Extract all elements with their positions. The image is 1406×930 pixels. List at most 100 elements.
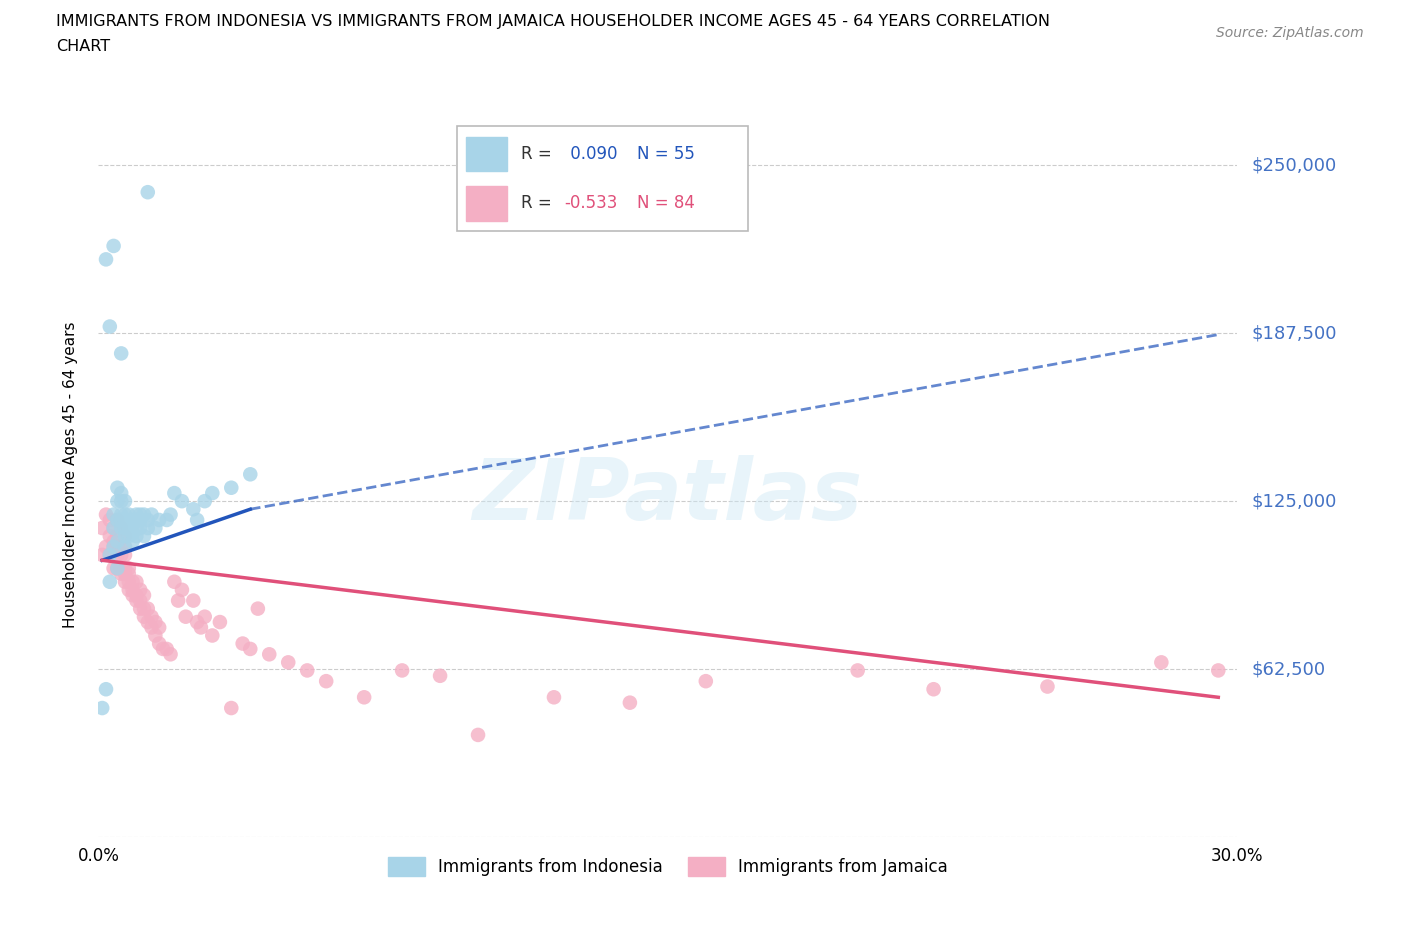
Point (148, 512, 170, 527)
Point (315, 673, 337, 688)
Point (118, 575, 141, 590)
Point (159, 647, 181, 662)
Point (201, 485, 224, 500)
Point (148, 636, 170, 651)
Point (1036, 679, 1059, 694)
Point (132, 528, 155, 543)
Point (156, 512, 179, 527)
Point (259, 647, 281, 662)
Point (132, 507, 155, 522)
Text: IMMIGRANTS FROM INDONESIA VS IMMIGRANTS FROM JAMAICA HOUSEHOLDER INCOME AGES 45 : IMMIGRANTS FROM INDONESIA VS IMMIGRANTS … (56, 14, 1050, 29)
Point (159, 507, 181, 522)
Point (125, 528, 148, 543)
Point (246, 601, 269, 616)
Point (136, 512, 159, 527)
Point (121, 534, 143, 549)
Point (136, 521, 159, 536)
Point (201, 628, 224, 643)
Point (114, 528, 136, 543)
Point (695, 673, 717, 688)
Point (141, 620, 163, 635)
Point (353, 690, 375, 705)
Point (145, 521, 167, 536)
Point (110, 521, 132, 536)
Point (156, 642, 179, 657)
Point (297, 663, 319, 678)
Point (170, 582, 193, 597)
Point (98, 548, 121, 563)
Point (467, 727, 489, 742)
Point (125, 507, 148, 522)
Text: ZIPatlas: ZIPatlas (472, 455, 863, 538)
Point (543, 690, 565, 705)
Point (110, 346, 132, 361)
Point (114, 528, 136, 543)
Point (239, 642, 262, 657)
Point (103, 507, 125, 522)
Point (94, 682, 117, 697)
Point (136, 601, 159, 616)
Point (98, 575, 121, 590)
Point (114, 575, 136, 590)
Point (846, 663, 869, 678)
Point (922, 682, 945, 697)
Point (110, 494, 132, 509)
Point (114, 507, 136, 522)
Point (107, 561, 129, 576)
Point (141, 609, 163, 624)
Point (103, 539, 125, 554)
Point (118, 528, 141, 543)
Point (194, 609, 217, 624)
Point (125, 588, 148, 603)
Point (190, 620, 212, 635)
Point (110, 566, 132, 581)
Point (118, 512, 141, 527)
Point (121, 518, 143, 533)
Point (163, 485, 186, 500)
Y-axis label: Householder Income Ages 45 - 64 years: Householder Income Ages 45 - 64 years (63, 321, 77, 628)
Point (103, 561, 125, 576)
Point (110, 507, 132, 522)
Point (118, 566, 141, 581)
Point (94, 252, 117, 267)
Point (121, 582, 143, 597)
Legend: Immigrants from Indonesia, Immigrants from Jamaica: Immigrants from Indonesia, Immigrants fr… (381, 851, 955, 884)
Point (163, 575, 186, 590)
Point (121, 588, 143, 603)
Point (208, 615, 231, 630)
Point (118, 521, 141, 536)
Point (132, 588, 155, 603)
Point (114, 566, 136, 581)
Point (107, 512, 129, 527)
Point (114, 539, 136, 554)
Point (132, 601, 155, 616)
Point (194, 494, 217, 509)
Point (91, 700, 114, 715)
Point (152, 642, 174, 657)
Point (107, 561, 129, 576)
Point (132, 609, 155, 624)
Point (118, 582, 141, 597)
Text: $250,000: $250,000 (1251, 156, 1337, 174)
Point (221, 700, 243, 715)
Point (94, 539, 117, 554)
Point (114, 539, 136, 554)
Point (103, 539, 125, 554)
Point (174, 609, 197, 624)
Point (619, 696, 641, 711)
Point (1150, 655, 1173, 670)
Point (94, 507, 117, 522)
Point (103, 238, 125, 253)
Point (91, 548, 114, 563)
Point (129, 582, 152, 597)
Point (136, 615, 159, 630)
Point (167, 593, 190, 608)
Point (107, 548, 129, 563)
Point (121, 512, 143, 527)
Point (277, 655, 299, 670)
Point (98, 548, 121, 563)
Point (125, 512, 148, 527)
Point (183, 502, 205, 517)
Point (125, 521, 148, 536)
Point (110, 485, 132, 500)
